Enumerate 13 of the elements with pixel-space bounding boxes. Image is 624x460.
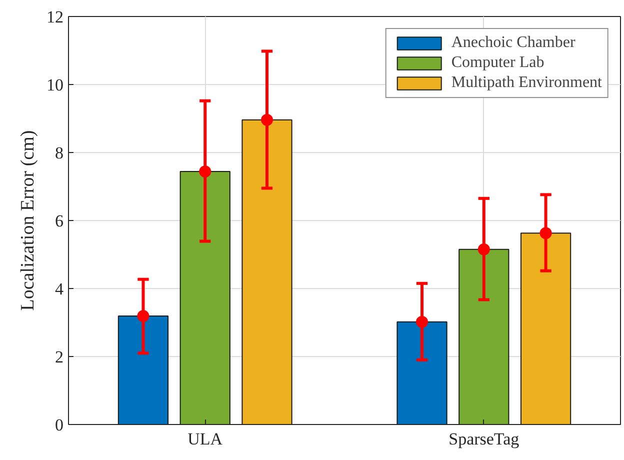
y-axis-title: Localization Error (cm) — [18, 130, 38, 311]
x-tick-label: SparseTag — [448, 430, 520, 448]
y-tick-label: 4 — [55, 280, 64, 298]
y-tick-label: 0 — [55, 416, 64, 434]
y-tick-label: 10 — [46, 76, 64, 94]
y-tick-label: 8 — [55, 144, 64, 162]
legend-label: Anechoic Chamber — [451, 34, 576, 52]
legend-label: Computer Lab — [451, 54, 544, 72]
x-tick-label: ULA — [188, 430, 224, 448]
y-tick-label: 6 — [55, 212, 64, 230]
y-tick-label: 2 — [55, 348, 64, 366]
legend-label: Multipath Environment — [451, 74, 602, 92]
y-tick-label: 12 — [46, 8, 64, 26]
